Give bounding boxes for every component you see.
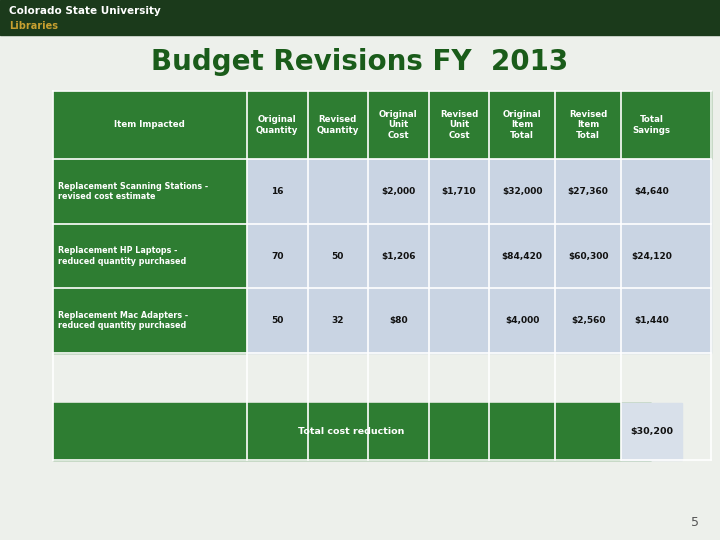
Bar [53,224,247,288]
Text: 50: 50 [332,252,344,260]
Text: Replacement Mac Adapters -
reduced quantity purchased: Replacement Mac Adapters - reduced quant… [58,311,189,330]
Bar [53,403,651,460]
Bar [247,288,711,353]
Text: Libraries: Libraries [9,21,58,31]
Text: $1,710: $1,710 [442,187,477,196]
Text: Budget Revisions FY  2013: Budget Revisions FY 2013 [151,48,569,76]
Text: Colorado State University: Colorado State University [9,6,161,16]
Text: $4,000: $4,000 [505,316,539,325]
Text: 32: 32 [332,316,344,325]
Text: Item Impacted: Item Impacted [114,120,185,130]
Text: $24,120: $24,120 [631,252,672,260]
Text: $1,206: $1,206 [381,252,415,260]
Text: $60,300: $60,300 [568,252,608,260]
Bar [53,91,711,159]
Text: 16: 16 [271,187,284,196]
Text: $2,000: $2,000 [382,187,415,196]
Text: Original
Unit
Cost: Original Unit Cost [379,110,418,140]
Text: 70: 70 [271,252,284,260]
Text: Replacement HP Laptops -
reduced quantity purchased: Replacement HP Laptops - reduced quantit… [58,246,186,266]
Text: $80: $80 [389,316,408,325]
Text: $4,640: $4,640 [634,187,669,196]
Text: $30,200: $30,200 [630,427,673,436]
Text: Total cost reduction: Total cost reduction [299,427,405,436]
Bar [247,159,711,224]
Bar [53,159,247,224]
Text: Original
Quantity: Original Quantity [256,115,298,134]
Text: 5: 5 [690,516,699,529]
Bar [621,403,682,460]
Bar [53,288,247,353]
Text: Replacement Scanning Stations -
revised cost estimate: Replacement Scanning Stations - revised … [58,181,209,201]
Text: Revised
Item
Total: Revised Item Total [569,110,607,140]
Text: Revised
Unit
Cost: Revised Unit Cost [440,110,478,140]
Bar [0,0,720,35]
Text: $2,560: $2,560 [571,316,606,325]
Text: Total
Savings: Total Savings [632,115,670,134]
Text: $27,360: $27,360 [568,187,608,196]
Text: $84,420: $84,420 [502,252,543,260]
Text: Original
Item
Total: Original Item Total [503,110,541,140]
Text: Revised
Quantity: Revised Quantity [317,115,359,134]
Text: $1,440: $1,440 [634,316,669,325]
Text: $32,000: $32,000 [502,187,543,196]
Bar [247,224,711,288]
Text: 50: 50 [271,316,284,325]
